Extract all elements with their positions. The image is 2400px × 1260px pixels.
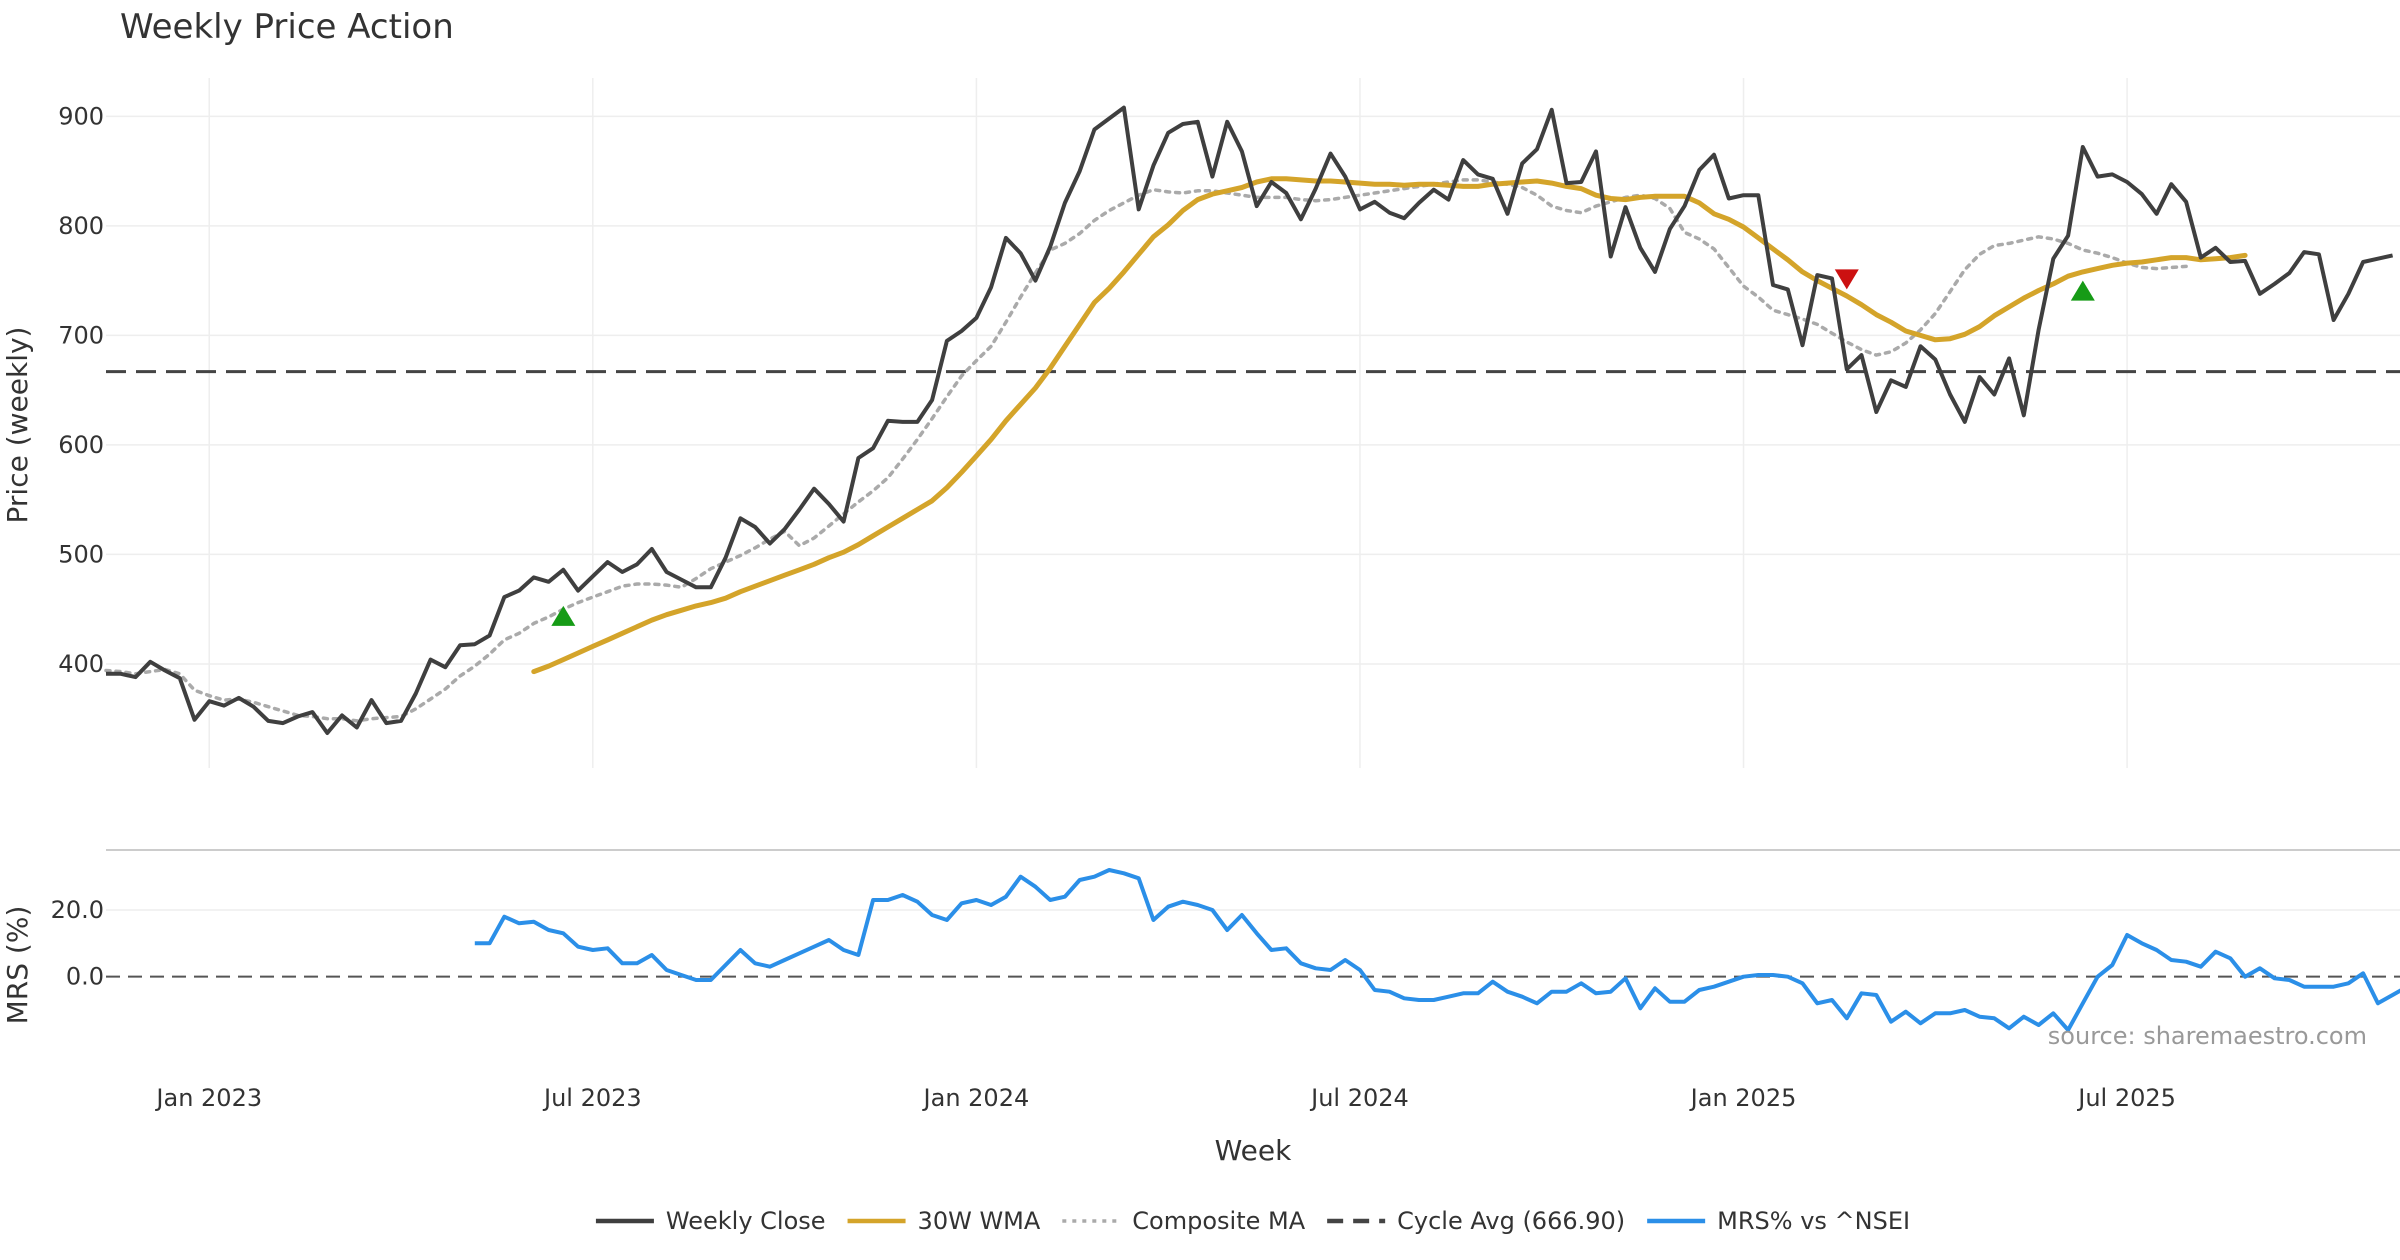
buy-signal-marker [551,605,576,626]
mrs-y-tick-label: 20.0 [51,896,104,924]
legend-label: Cycle Avg (666.90) [1397,1207,1625,1235]
mrs-y-tick-labels: 0.0 20.0 [51,896,104,991]
chart-title: Weekly Price Action [120,7,454,47]
weekly-close-line [106,105,2394,735]
legend-item: 30W WMA [847,1207,1041,1235]
price-y-tick-label: 600 [58,431,104,459]
x-tick-label: Jan 2024 [922,1084,1030,1112]
price-y-tick-label: 900 [58,102,104,130]
composite-ma-line [104,178,2188,723]
legend-label: 30W WMA [918,1207,1041,1235]
price-panel-grid [106,78,2400,768]
price-y-tick-label: 500 [58,540,104,568]
x-tick-label: Jan 2023 [154,1084,262,1112]
wma-30w-line [531,176,2248,675]
legend-item: Composite MA [1062,1207,1306,1235]
price-y-tick-label: 700 [58,321,104,349]
x-tick-labels: Jan 2023 Jul 2023 Jan 2024 Jul 2024 Jan 2025… [154,1084,2176,1112]
x-axis-label: Week [1215,1134,1292,1167]
buy-signal-marker [2070,280,2095,301]
signal-markers [551,269,2095,626]
x-tick-label: Jan 2025 [1689,1084,1797,1112]
sell-signal-marker [1834,269,1859,290]
price-axis-label: Price (weekly) [1,327,34,524]
legend-label: Composite MA [1132,1207,1305,1235]
mrs-axis-label: MRS (%) [1,906,34,1025]
series-layer [104,105,2400,1032]
legend-item: MRS% vs ^NSEI [1647,1207,1910,1235]
mrs-y-tick-label: 0.0 [66,963,104,991]
x-tick-label: Jul 2023 [542,1084,642,1112]
price-y-tick-label: 400 [58,650,104,678]
mrs-line [474,868,2400,1032]
source-note: source: sharemaestro.com [2048,1022,2367,1050]
x-tick-label: Jul 2024 [1309,1084,1409,1112]
price-y-tick-labels: 400 500 600 700 800 900 [58,102,104,678]
chart-legend: Weekly Close 30W WMA Composite MA Cycle Avg… [595,1207,1910,1235]
legend-label: MRS% vs ^NSEI [1717,1207,1910,1235]
legend-label: Weekly Close [666,1207,826,1235]
x-tick-label: Jul 2025 [2076,1084,2176,1112]
legend-item: Cycle Avg (666.90) [1327,1207,1625,1235]
price-y-tick-label: 800 [58,212,104,240]
legend-item: Weekly Close [595,1207,826,1235]
mrs-panel-grid [106,909,2400,978]
